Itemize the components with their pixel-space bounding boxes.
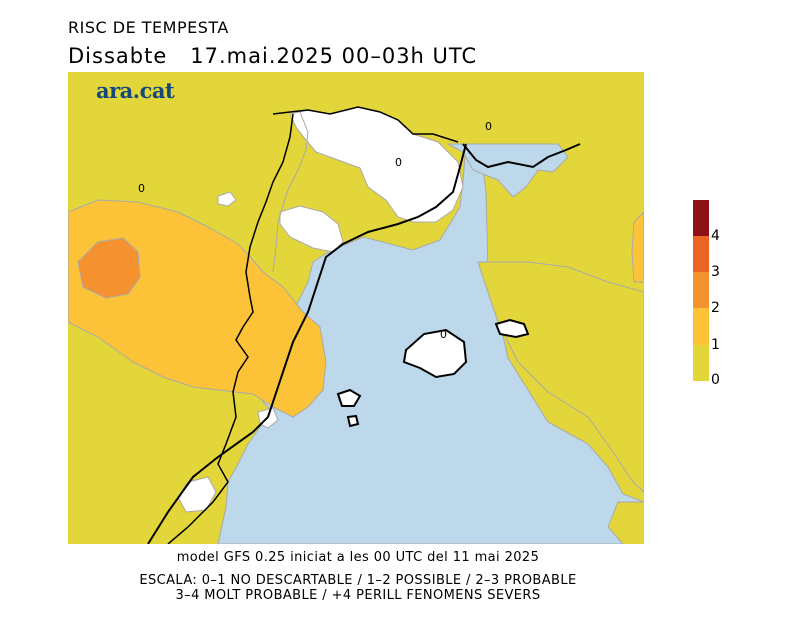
contour-label: 0 xyxy=(485,120,492,133)
sea-risk-0-patch xyxy=(477,261,644,493)
sea-gulf-of-lion xyxy=(447,143,569,198)
no-risk-small-patch xyxy=(217,191,237,207)
legend-swatch-level-0 xyxy=(693,345,709,381)
legend-label-0: 0 xyxy=(711,372,720,388)
coastline-east xyxy=(462,143,581,169)
scale-description-line-2: 3–4 MOLT PROBABLE / +4 PERILL FENOMENS S… xyxy=(175,588,541,603)
legend-label-1: 1 xyxy=(711,337,720,353)
border-catalonia-aragon xyxy=(167,113,294,544)
ara-cat-logo: ara.cat xyxy=(96,78,175,103)
legend-label-4: 4 xyxy=(711,228,720,244)
risk-area-level-1-east xyxy=(631,211,644,283)
coastline xyxy=(147,143,467,544)
contour-label: 0 xyxy=(138,182,145,195)
contour-label: 0 xyxy=(440,328,447,341)
island-menorca xyxy=(494,318,530,339)
legend-swatch-level-4 xyxy=(693,200,709,236)
legend-label-2: 2 xyxy=(711,300,720,316)
map-subtitle: Dissabte 17.mai.2025 00–03h UTC xyxy=(68,44,478,68)
legend-label-3: 3 xyxy=(711,264,720,280)
risk-area-level-2 xyxy=(77,237,141,299)
scale-description-line-1: ESCALA: 0–1 NO DESCARTABLE / 1–2 POSSIBL… xyxy=(139,573,577,588)
island-formentera xyxy=(346,414,360,428)
border-secondary xyxy=(272,111,309,273)
island-mallorca xyxy=(402,328,468,379)
storm-risk-map: 0 0 0 0 xyxy=(68,72,644,544)
map-title: RISC DE TEMPESTA xyxy=(68,18,229,37)
border-spain-france xyxy=(272,106,459,143)
model-info: model GFS 0.25 iniciat a les 00 UTC del … xyxy=(176,550,540,565)
legend-swatch-level-1 xyxy=(693,308,709,345)
legend-swatch-level-2 xyxy=(693,272,709,308)
island-ibiza xyxy=(336,388,362,407)
legend-swatch-level-3 xyxy=(693,236,709,272)
contour-label: 0 xyxy=(395,156,402,169)
risk-color-legend xyxy=(693,200,709,381)
